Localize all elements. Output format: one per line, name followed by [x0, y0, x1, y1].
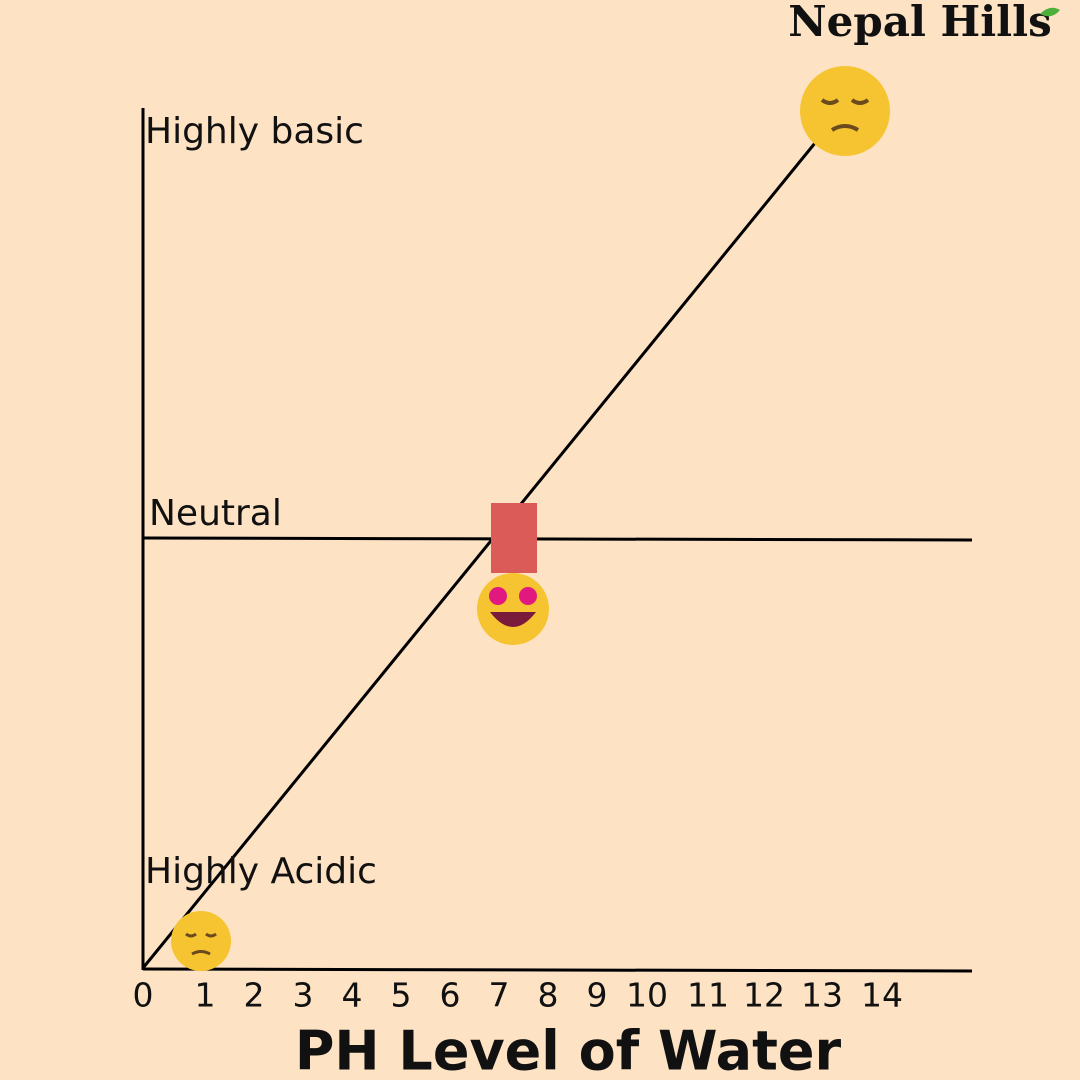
- sad-emoji: [171, 911, 231, 971]
- x-tick-label: 1: [195, 976, 216, 1015]
- x-axis: [142, 967, 973, 973]
- x-tick-label: 3: [293, 976, 314, 1015]
- x-tick-label: 11: [687, 976, 729, 1015]
- level-label: Highly basic: [145, 111, 364, 152]
- x-tick-label: 6: [440, 976, 461, 1015]
- x-tick-label: 14: [861, 976, 903, 1015]
- sad-emoji: [800, 66, 890, 156]
- neutral-line: [142, 536, 973, 542]
- x-tick-label: 2: [244, 976, 265, 1015]
- level-label: Neutral: [149, 493, 282, 534]
- leaf-icon: [1040, 7, 1060, 17]
- x-tick-label: 4: [342, 976, 363, 1015]
- x-tick-label: 7: [489, 976, 510, 1015]
- x-tick-label: 9: [587, 976, 608, 1015]
- level-label: Highly Acidic: [145, 851, 377, 892]
- axis-title: PH Level of Water: [295, 1020, 842, 1080]
- brand: Nepal Hills: [788, 0, 1051, 46]
- x-tick-label: 8: [538, 976, 559, 1015]
- x-tick-label: 10: [626, 976, 668, 1015]
- ph-line: [141, 142, 817, 969]
- x-tick-label: 12: [743, 976, 785, 1015]
- x-tick-label: 0: [133, 976, 154, 1015]
- star-eyes-emoji: [477, 573, 549, 645]
- neutral-marker: [491, 503, 537, 573]
- x-tick-label: 5: [391, 976, 412, 1015]
- x-tick-label: 13: [801, 976, 843, 1015]
